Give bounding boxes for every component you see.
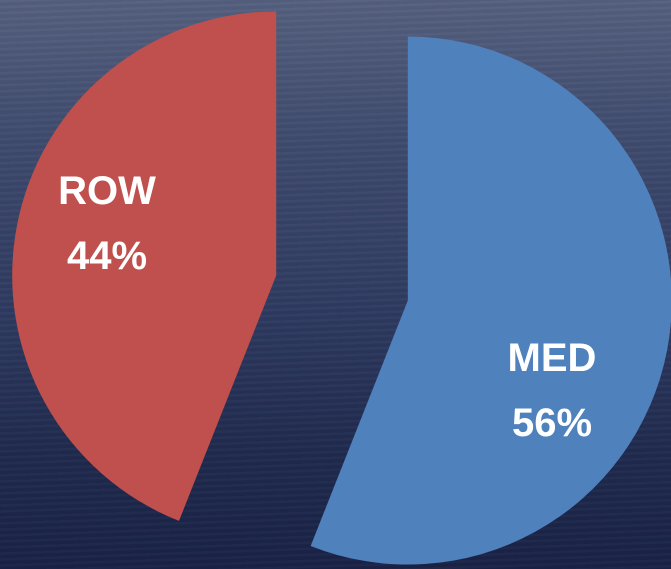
category-label: MED [508, 336, 597, 380]
slice-label: MED 56% [508, 336, 597, 445]
category-label: ROW [58, 169, 156, 213]
pie-slice [12, 11, 277, 521]
pie-slice [310, 36, 671, 565]
slice-label: ROW 44% [58, 169, 156, 278]
value-label: 44% [67, 234, 147, 278]
value-label: 56% [512, 401, 592, 445]
